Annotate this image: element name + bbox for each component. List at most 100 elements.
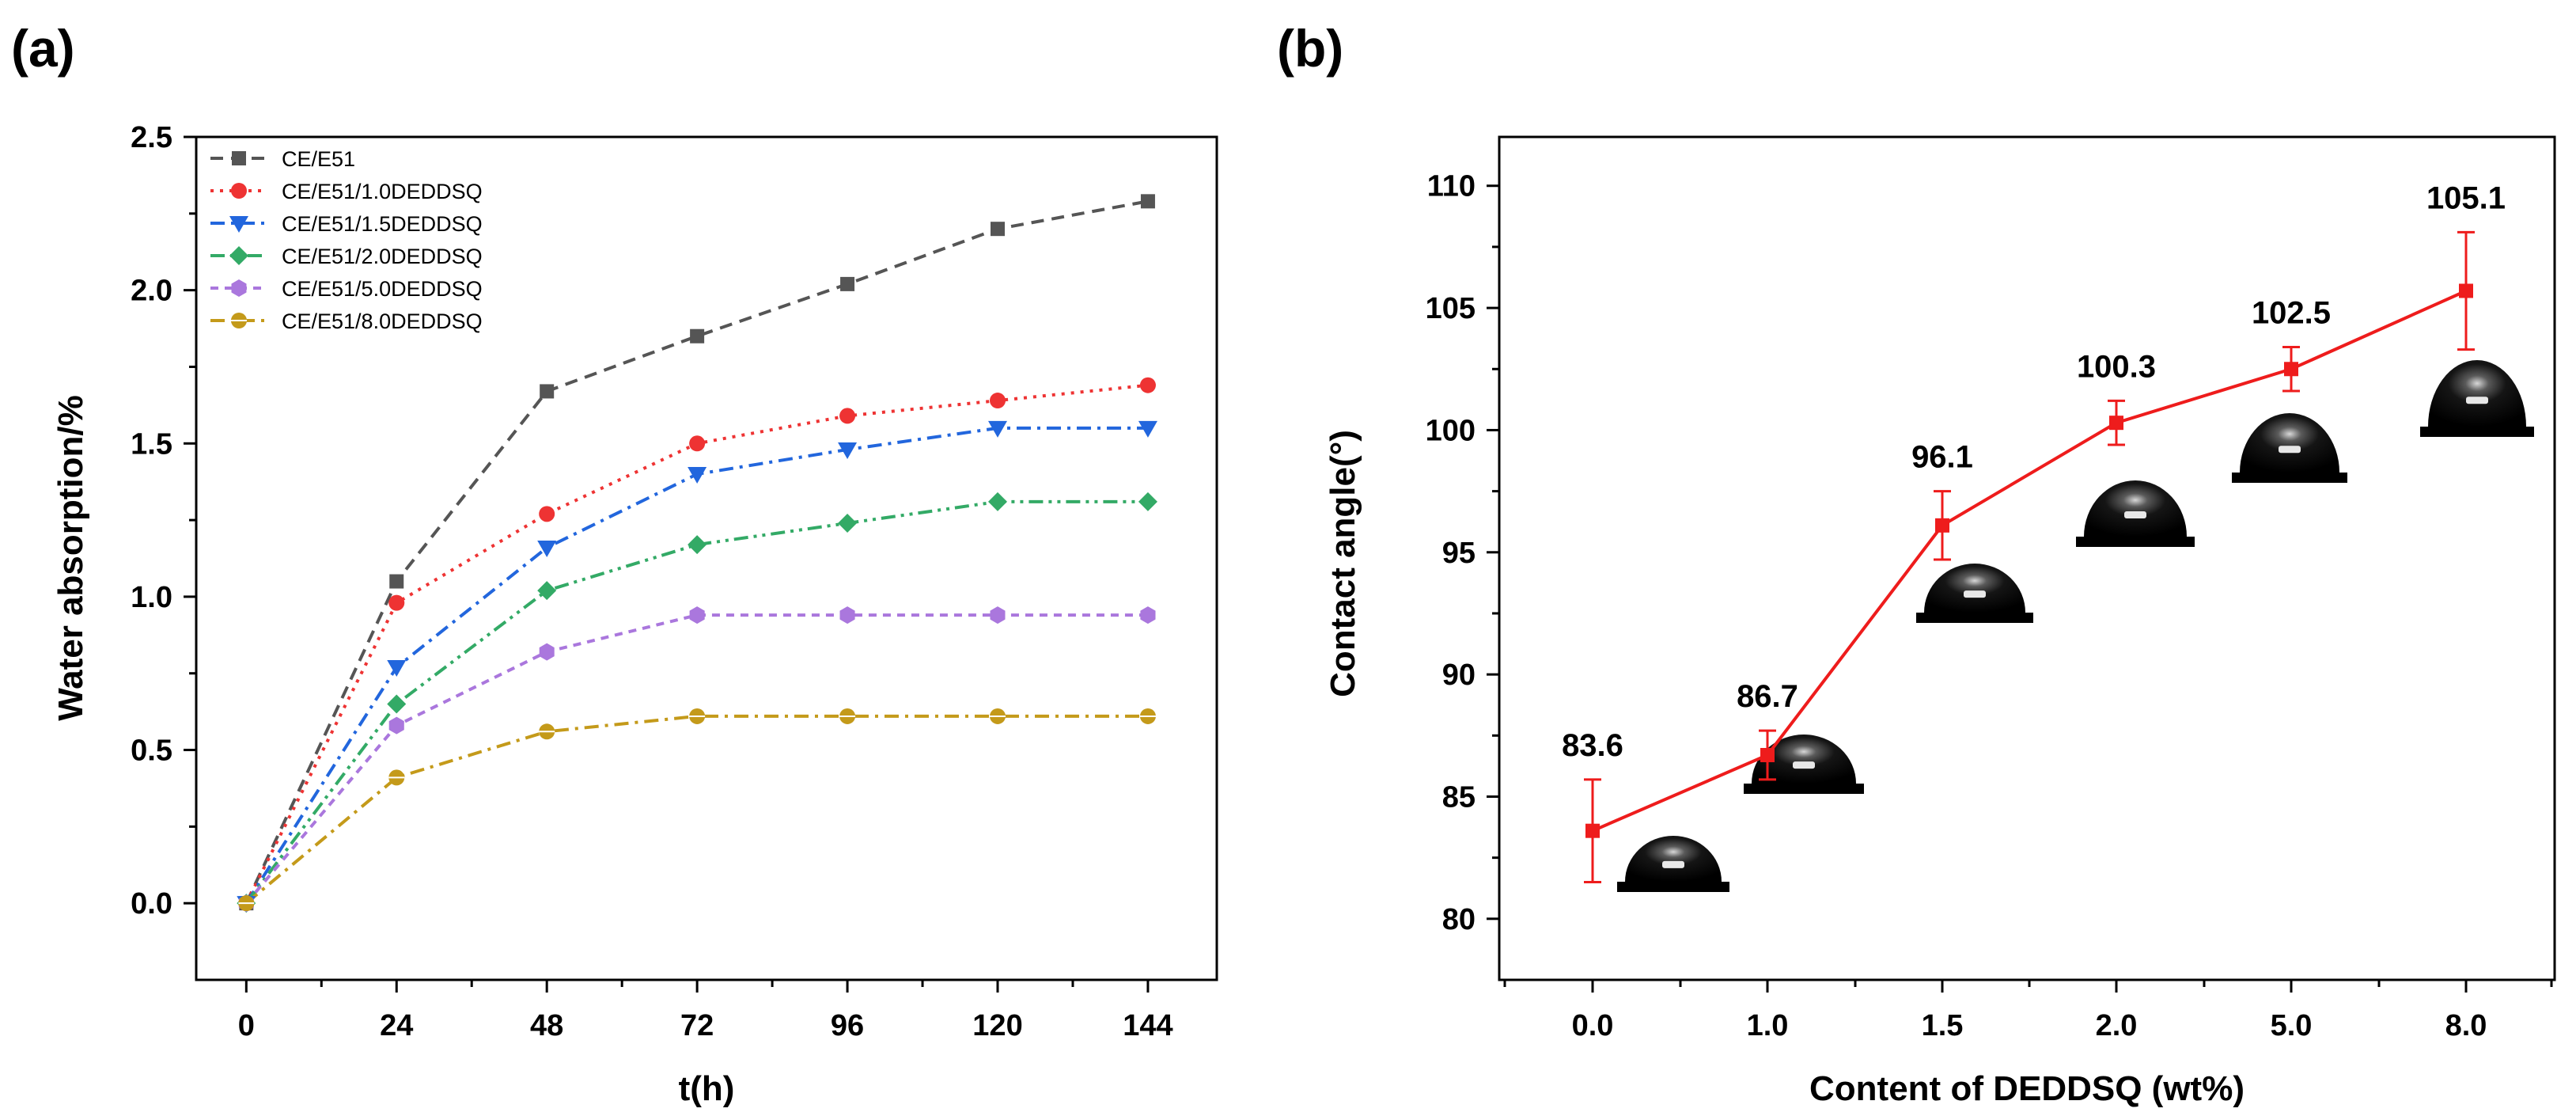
panel-b-series bbox=[1584, 230, 2475, 884]
data-point bbox=[389, 574, 404, 589]
y-tick-label-a: 0.5 bbox=[131, 735, 172, 768]
droplet-highlight bbox=[2124, 511, 2146, 519]
data-point bbox=[689, 708, 706, 724]
x-tick-label-b: 2.0 bbox=[2096, 1009, 2138, 1042]
data-point bbox=[1140, 194, 1155, 209]
legend-label: CE/E51/8.0DEDDSQ bbox=[282, 309, 483, 333]
series-line bbox=[1592, 289, 2467, 833]
legend-marker bbox=[231, 279, 247, 297]
droplet-highlight bbox=[1662, 860, 1684, 868]
data-point bbox=[990, 606, 1006, 624]
data-point bbox=[1935, 518, 1949, 533]
y-tick-label-b: 95 bbox=[1442, 537, 1476, 570]
data-point bbox=[1585, 823, 1600, 838]
y-tick-label-a: 2.0 bbox=[131, 275, 172, 308]
y-tick-label-a: 1.0 bbox=[131, 581, 172, 614]
data-point bbox=[238, 895, 255, 912]
legend-marker bbox=[231, 183, 247, 199]
droplet-shape bbox=[1924, 564, 2025, 613]
x-tick-label-b: 1.5 bbox=[1922, 1009, 1964, 1042]
data-label: 102.5 bbox=[2252, 295, 2331, 330]
series-line bbox=[244, 426, 1148, 905]
y-tick-label-b: 90 bbox=[1442, 659, 1476, 692]
data-point bbox=[990, 708, 1006, 724]
panel-a-y-axis-label: Water absorption/% bbox=[51, 395, 90, 721]
droplet-shape bbox=[1625, 836, 1722, 882]
water-droplet-image bbox=[1617, 836, 1729, 892]
x-tick-label-a: 144 bbox=[1123, 1009, 1172, 1042]
data-point bbox=[388, 716, 404, 735]
droplet-shape bbox=[2240, 413, 2339, 473]
y-tick-label-a: 0.0 bbox=[131, 887, 172, 921]
droplet-substrate bbox=[1744, 784, 1864, 794]
x-tick-label-b: 5.0 bbox=[2271, 1009, 2313, 1042]
droplet-shape bbox=[2428, 360, 2526, 427]
data-point bbox=[539, 643, 555, 661]
data-point bbox=[838, 513, 858, 533]
water-droplet-image bbox=[2232, 413, 2347, 483]
water-droplet-image bbox=[1744, 735, 1864, 794]
data-point bbox=[1760, 748, 1775, 762]
droplet-substrate bbox=[2232, 473, 2347, 483]
data-point bbox=[990, 393, 1006, 409]
x-tick-label-b: 8.0 bbox=[2445, 1009, 2487, 1042]
data-point bbox=[1138, 420, 1157, 438]
panel-b-label: (b) bbox=[1277, 19, 1343, 78]
panel-a-axes: 0 24 48 72 96 120 144 0.0 0.5 1.0 1.5 2.0 2.5 bbox=[131, 121, 1172, 1042]
data-label: 86.7 bbox=[1737, 679, 1798, 714]
panel-b-axes: 0.0 1.0 1.5 2.0 5.0 8.0 80 85 90 95 100 105 110 bbox=[1426, 170, 2553, 1042]
water-droplet-image bbox=[2420, 360, 2534, 437]
data-point bbox=[1138, 492, 1157, 511]
panel-b-data-labels: 83.6 86.7 96.1 100.3 102.5 105.1 bbox=[1562, 180, 2506, 762]
series-line bbox=[244, 613, 1148, 905]
data-point bbox=[1139, 377, 1156, 393]
legend-marker bbox=[231, 313, 247, 328]
legend-marker bbox=[232, 151, 246, 165]
droplet-highlight bbox=[2466, 397, 2488, 404]
data-point bbox=[1139, 708, 1156, 724]
legend-label: CE/E51/1.5DEDDSQ bbox=[282, 212, 483, 236]
data-point bbox=[539, 723, 555, 740]
data-label: 105.1 bbox=[2426, 180, 2506, 215]
y-tick-label-b: 105 bbox=[1426, 292, 1476, 325]
data-point bbox=[840, 276, 855, 291]
droplet-substrate bbox=[2076, 537, 2195, 547]
panel-a-x-axis-label: t(h) bbox=[679, 1069, 735, 1108]
panel-b-x-axis-label: Content of DEDDSQ (wt%) bbox=[1809, 1069, 2245, 1108]
series-line bbox=[245, 714, 1148, 905]
data-point bbox=[839, 708, 856, 724]
data-point bbox=[539, 506, 555, 522]
panel-b: (b) 0.0 1.0 1.5 2.0 5.0 8.080859095100105110 … bbox=[1277, 19, 2556, 1108]
data-point bbox=[988, 492, 1008, 511]
data-point bbox=[991, 222, 1006, 237]
y-tick-label-b: 110 bbox=[1427, 170, 1476, 203]
water-droplet-image bbox=[2076, 480, 2195, 547]
series-line bbox=[244, 383, 1149, 905]
data-point bbox=[387, 694, 407, 714]
legend-label: CE/E51 bbox=[282, 147, 355, 171]
series-line bbox=[244, 499, 1148, 905]
droplet-substrate bbox=[1916, 613, 2033, 623]
droplet-highlight bbox=[2279, 446, 2301, 454]
legend-label: CE/E51/1.0DEDDSQ bbox=[282, 180, 483, 203]
data-label: 83.6 bbox=[1562, 728, 1623, 763]
panel-b-y-axis-label: Contact angle(°) bbox=[1324, 430, 1362, 697]
panel-b-droplet-images bbox=[1617, 360, 2534, 892]
x-tick-label-a: 120 bbox=[972, 1009, 1022, 1042]
x-tick-label-b: 0.0 bbox=[1572, 1009, 1614, 1042]
y-tick-label-a: 2.5 bbox=[131, 121, 172, 154]
data-point bbox=[690, 328, 705, 344]
legend-label: CE/E51/5.0DEDDSQ bbox=[282, 277, 483, 301]
droplet-shape bbox=[2084, 480, 2187, 537]
data-point bbox=[2109, 416, 2123, 431]
y-tick-label-b: 80 bbox=[1442, 903, 1476, 936]
data-point bbox=[839, 606, 855, 624]
droplet-substrate bbox=[1617, 882, 1729, 892]
data-point bbox=[2284, 362, 2298, 377]
data-point bbox=[388, 769, 405, 786]
droplet-substrate bbox=[2420, 427, 2534, 437]
droplet-highlight bbox=[1793, 761, 1815, 769]
x-tick-label-b: 1.0 bbox=[1747, 1009, 1789, 1042]
legend-marker bbox=[229, 216, 248, 233]
